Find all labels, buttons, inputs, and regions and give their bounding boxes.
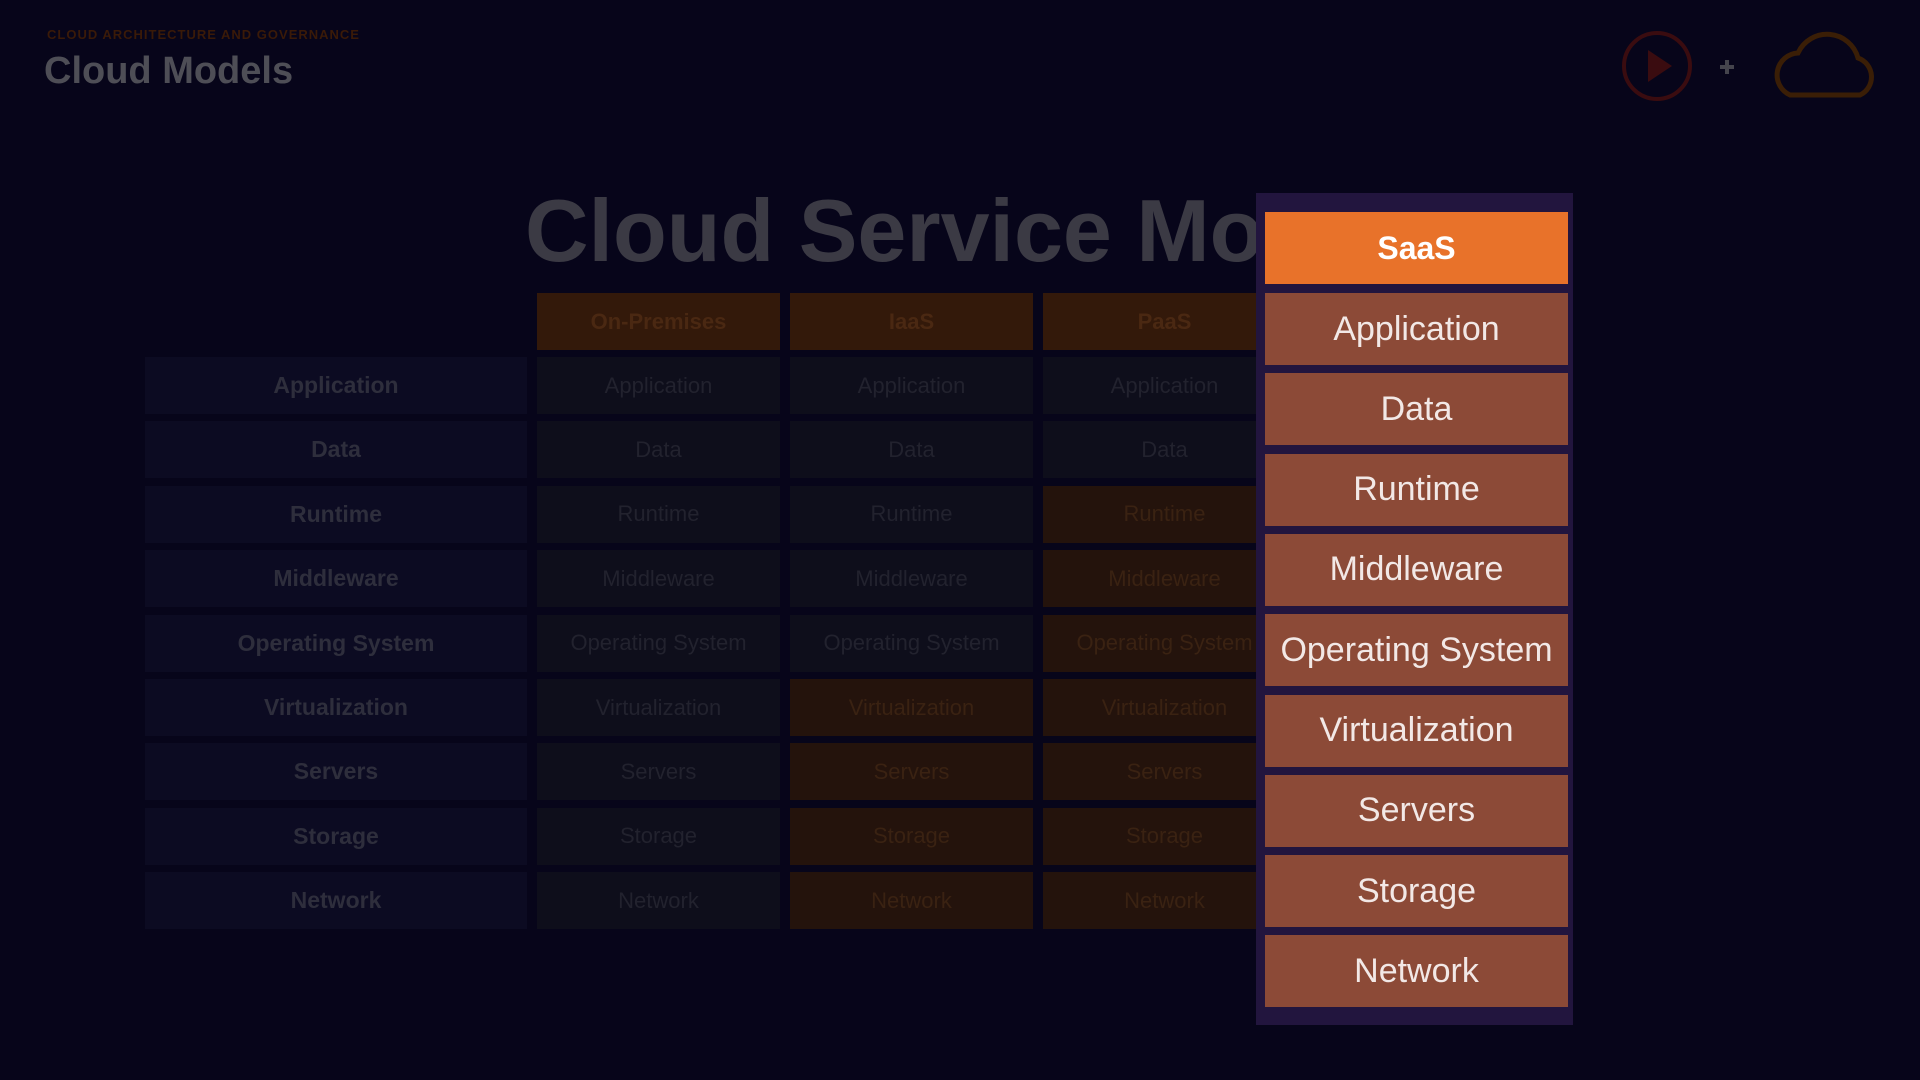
column-header: On-Premises xyxy=(537,293,780,350)
cloud-icon xyxy=(1774,31,1874,98)
table-cell: Servers xyxy=(790,743,1033,801)
table-cell: Data xyxy=(537,421,780,479)
table-cell: Application xyxy=(790,357,1033,414)
row-label: Application xyxy=(145,357,527,414)
play-triangle xyxy=(1648,50,1672,82)
plus-icon xyxy=(1720,60,1734,74)
table-cell: Storage xyxy=(1043,807,1286,865)
table-cell: Middleware xyxy=(537,550,780,608)
table-cell: Virtualization xyxy=(537,679,780,736)
panel-item: Storage xyxy=(1265,855,1568,928)
table-cell: Operating System xyxy=(790,614,1033,672)
row-label: Servers xyxy=(145,743,527,801)
table-cell: Runtime xyxy=(1043,485,1286,543)
panel-item: Middleware xyxy=(1265,533,1568,606)
table-cell: Network xyxy=(1043,872,1286,930)
table-cell: Storage xyxy=(790,807,1033,865)
panel-item: Application xyxy=(1265,293,1568,365)
panel-title: SaaS xyxy=(1265,212,1568,284)
table-cell: Network xyxy=(537,872,780,930)
table-cell: Runtime xyxy=(537,485,780,543)
table-cell: Operating System xyxy=(537,614,780,672)
header-icons xyxy=(1622,31,1874,101)
table-cell: Middleware xyxy=(1043,550,1286,608)
panel-item: Data xyxy=(1265,373,1568,446)
row-label: Network xyxy=(145,872,527,930)
table-cell: Application xyxy=(1043,357,1286,414)
table-cell: Operating System xyxy=(1043,614,1286,672)
saas-panel: SaaS Application Data Runtime Middleware Oper… xyxy=(1256,193,1573,1025)
panel-item: Operating System xyxy=(1265,614,1568,687)
kicker: CLOUD ARCHITECTURE AND GOVERNANCE xyxy=(47,27,360,42)
table-cell: Storage xyxy=(537,807,780,865)
table-cell: Servers xyxy=(1043,743,1286,801)
column-header: IaaS xyxy=(790,293,1033,350)
table-cell: Application xyxy=(537,357,780,414)
panel-item: Servers xyxy=(1265,774,1568,847)
row-label: Middleware xyxy=(145,550,527,608)
table-cell: Servers xyxy=(537,743,780,801)
table-cell: Virtualization xyxy=(790,679,1033,736)
row-label: Virtualization xyxy=(145,679,527,736)
panel-item: Network xyxy=(1265,935,1568,1008)
table-cell: Runtime xyxy=(790,485,1033,543)
row-label: Storage xyxy=(145,807,527,865)
row-label: Data xyxy=(145,421,527,479)
header-title: Cloud Models xyxy=(44,50,294,92)
play-icon xyxy=(1622,31,1692,101)
table-cell: Network xyxy=(790,872,1033,930)
table-cell: Data xyxy=(790,421,1033,479)
row-label: Runtime xyxy=(145,485,527,543)
table-cell: Middleware xyxy=(790,550,1033,608)
table-cell: Virtualization xyxy=(1043,679,1286,736)
panel-item: Virtualization xyxy=(1265,694,1568,767)
row-label: Operating System xyxy=(145,614,527,672)
table-cell: Data xyxy=(1043,421,1286,479)
column-header: PaaS xyxy=(1043,293,1286,350)
panel-item: Runtime xyxy=(1265,453,1568,526)
